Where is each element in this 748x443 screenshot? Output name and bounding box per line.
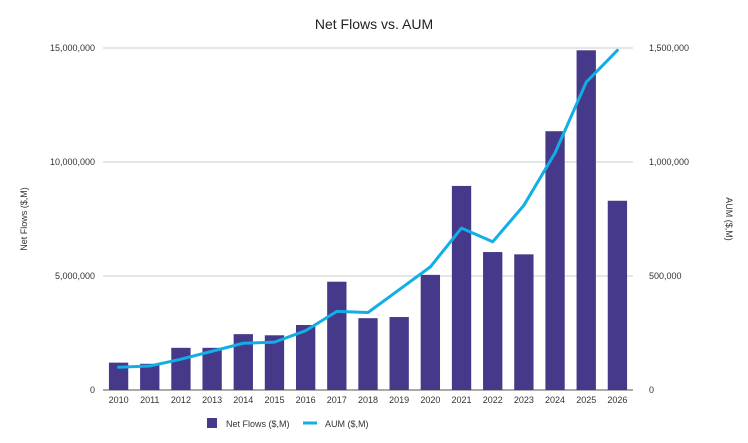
left-axis-tick-label: 0 bbox=[90, 385, 95, 395]
x-axis-tick-label: 2010 bbox=[109, 395, 129, 405]
right-axis-tick-label: 1,500,000 bbox=[649, 43, 689, 53]
net-flows-bars bbox=[108, 50, 628, 390]
legend-swatch-net-flows bbox=[207, 418, 217, 428]
aum-line-series bbox=[117, 48, 619, 369]
x-axis-tick-label: 2024 bbox=[545, 395, 565, 405]
bar-net-flows bbox=[389, 317, 409, 390]
legend: Net Flows ($,M) AUM ($,M) bbox=[207, 418, 369, 429]
x-axis-tick-label: 2012 bbox=[171, 395, 191, 405]
bar-net-flows bbox=[483, 252, 503, 390]
bar-net-flows bbox=[607, 200, 628, 390]
bar-net-flows bbox=[108, 362, 129, 390]
bar-net-flows bbox=[233, 334, 253, 390]
right-axis-tick-label: 0 bbox=[649, 385, 654, 395]
right-axis-label: AUM ($,M) bbox=[724, 197, 734, 241]
left-axis-label: Net Flows ($,M) bbox=[19, 187, 29, 251]
left-axis-tick-label: 15,000,000 bbox=[50, 43, 95, 53]
bar-net-flows bbox=[514, 254, 534, 390]
right-axis-ticks: 0 500,000 1,000,000 1,500,000 bbox=[649, 43, 689, 395]
legend-label-aum: AUM ($,M) bbox=[325, 419, 369, 429]
x-axis-tick-label: 2026 bbox=[607, 395, 627, 405]
x-axis-tick-label: 2022 bbox=[483, 395, 503, 405]
x-axis-tick-label: 2016 bbox=[296, 395, 316, 405]
bar-net-flows bbox=[545, 131, 565, 390]
left-axis-tick-label: 5,000,000 bbox=[55, 271, 95, 281]
left-axis-tick-label: 10,000,000 bbox=[50, 157, 95, 167]
legend-label-net-flows: Net Flows ($,M) bbox=[226, 419, 290, 429]
x-axis-tick-label: 2025 bbox=[576, 395, 596, 405]
right-axis-tick-label: 500,000 bbox=[649, 271, 682, 281]
x-axis-tick-label: 2014 bbox=[233, 395, 253, 405]
x-axis-tick-label: 2020 bbox=[420, 395, 440, 405]
x-axis-tick-label: 2019 bbox=[389, 395, 409, 405]
x-axis-tick-label: 2015 bbox=[264, 395, 284, 405]
chart-title: Net Flows vs. AUM bbox=[315, 16, 433, 32]
x-axis-tick-label: 2018 bbox=[358, 395, 378, 405]
bar-net-flows bbox=[451, 185, 472, 390]
aum-line bbox=[117, 48, 619, 369]
bar-net-flows bbox=[327, 281, 347, 390]
bar-net-flows bbox=[420, 274, 441, 390]
x-axis-tick-label: 2017 bbox=[327, 395, 347, 405]
right-axis-tick-label: 1,000,000 bbox=[649, 157, 689, 167]
x-axis-tick-label: 2011 bbox=[140, 395, 159, 405]
x-axis-ticks: 2010 2011 2012 2013 2014 2015 2016 2017 2018 2019… bbox=[109, 395, 628, 405]
left-axis-ticks: 0 5,000,000 10,000,000 15,000,000 bbox=[50, 43, 95, 395]
x-axis-tick-label: 2013 bbox=[202, 395, 222, 405]
bar-net-flows bbox=[358, 318, 378, 390]
bar-net-flows bbox=[576, 50, 596, 390]
bar-net-flows bbox=[202, 347, 222, 390]
x-axis-tick-label: 2021 bbox=[452, 395, 472, 405]
x-axis-tick-label: 2023 bbox=[514, 395, 534, 405]
bar-net-flows bbox=[264, 335, 285, 390]
bar-net-flows bbox=[171, 347, 191, 390]
bar-net-flows bbox=[295, 325, 316, 390]
bar-net-flows bbox=[140, 363, 160, 390]
